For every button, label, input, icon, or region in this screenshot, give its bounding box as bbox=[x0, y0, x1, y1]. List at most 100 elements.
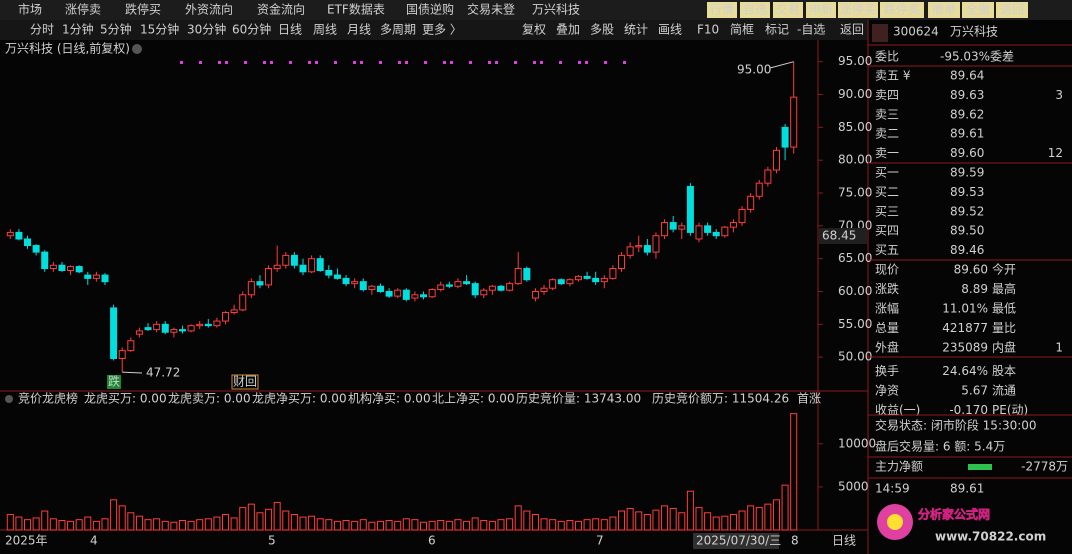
menu-button[interactable]: 交易 bbox=[776, 2, 800, 17]
period-tab[interactable]: 5分钟 bbox=[100, 22, 132, 37]
menu-item: 万兴科技 bbox=[532, 3, 580, 17]
tool-button[interactable]: 画线 bbox=[658, 23, 682, 37]
candle-body bbox=[402, 289, 410, 300]
menu-button[interactable]: 涨停买 bbox=[840, 2, 876, 17]
book-label: 卖三 bbox=[875, 107, 899, 121]
menu-button[interactable]: 行情 bbox=[710, 3, 734, 17]
time-label: 8 bbox=[791, 534, 799, 548]
time-label: 5 bbox=[268, 534, 276, 548]
period-tab[interactable]: 分时 bbox=[30, 23, 54, 37]
volume-bar bbox=[540, 518, 548, 531]
indicator-item: 龙虎净买万: 0.00 bbox=[252, 392, 347, 406]
signal-dot bbox=[559, 61, 562, 64]
volume-bar bbox=[75, 519, 83, 531]
volume-bar bbox=[178, 520, 186, 531]
tool-button[interactable]: 标记 bbox=[765, 23, 789, 37]
candle-body bbox=[273, 264, 281, 270]
candle-body bbox=[531, 291, 539, 299]
menu-item: 资金流向 bbox=[257, 2, 305, 17]
volume-bar bbox=[376, 520, 384, 531]
candle-body bbox=[92, 274, 100, 279]
tool-button[interactable]: 多股 bbox=[590, 23, 614, 37]
volume-bar bbox=[747, 505, 755, 531]
candle-body bbox=[161, 323, 169, 333]
tool-button[interactable]: 复权 bbox=[522, 23, 546, 37]
stat-value: -0.170 bbox=[949, 403, 988, 417]
candle-body bbox=[247, 281, 255, 296]
volume-bar bbox=[755, 507, 763, 531]
menu-button[interactable]: 申新 bbox=[809, 2, 833, 17]
volume-bar bbox=[290, 513, 298, 531]
candle-body bbox=[49, 264, 57, 270]
volume-bar bbox=[325, 519, 333, 531]
volume-bar bbox=[144, 519, 152, 531]
tool-button[interactable]: -自选 bbox=[797, 23, 825, 37]
candle-body bbox=[265, 268, 273, 286]
price-tick-label: 95.00 bbox=[838, 54, 872, 68]
volume-bar bbox=[592, 518, 600, 531]
period-tab[interactable]: 30分钟 bbox=[187, 22, 226, 37]
stat-label2: 股本 bbox=[992, 364, 1016, 378]
tool-button[interactable]: 返回 bbox=[840, 23, 864, 37]
tool-button[interactable]: 叠加 bbox=[556, 23, 580, 37]
period-tab[interactable]: 更多 〉 bbox=[422, 23, 462, 37]
candle-body bbox=[118, 350, 126, 359]
book-label: 卖四 bbox=[875, 88, 899, 102]
indicator-item: 龙虎卖万: 0.00 bbox=[168, 392, 251, 406]
volume-bar bbox=[187, 520, 195, 531]
volume-tick-label: 10000 bbox=[838, 436, 876, 450]
price-tick-label: 65.00 bbox=[838, 251, 872, 265]
period-tab[interactable]: 多周期 bbox=[380, 23, 416, 37]
volume-bar bbox=[153, 518, 161, 531]
volume-bar bbox=[359, 519, 367, 531]
high-label: 95.00 bbox=[737, 63, 771, 77]
volume-bar bbox=[394, 520, 402, 531]
period-tab[interactable]: 15分钟 bbox=[140, 22, 179, 37]
stat-label2: 量比 bbox=[992, 321, 1016, 335]
candle-body bbox=[635, 245, 643, 248]
low-pointer bbox=[122, 371, 143, 374]
stat-label: 总量 bbox=[875, 321, 899, 335]
period-tab[interactable]: 周线 bbox=[313, 23, 337, 37]
signal-dot bbox=[533, 61, 536, 64]
volume-bar bbox=[161, 520, 169, 531]
candle-body bbox=[256, 281, 264, 286]
candle-body bbox=[592, 277, 600, 283]
volume-bar bbox=[282, 510, 290, 531]
crosshair-date-box bbox=[693, 533, 779, 549]
period-tab[interactable]: 60分钟 bbox=[232, 22, 271, 37]
volume-bar bbox=[32, 517, 40, 531]
candle-body bbox=[609, 268, 617, 279]
menu-button[interactable]: 返回 bbox=[1000, 3, 1024, 17]
candle-body bbox=[729, 222, 737, 228]
stock-code: 300624 bbox=[893, 25, 939, 39]
menu-button[interactable]: 全撤 bbox=[966, 2, 990, 17]
menu-button[interactable]: 自选 bbox=[743, 3, 767, 17]
volume-bar bbox=[273, 501, 281, 531]
candle-body bbox=[213, 320, 221, 327]
candle-body bbox=[420, 294, 428, 298]
candle-body bbox=[790, 96, 798, 148]
menu-button[interactable]: 跌停卖 bbox=[884, 2, 920, 17]
period-tab[interactable]: 日线 bbox=[278, 23, 302, 37]
volume-bar bbox=[437, 520, 445, 531]
main-flow-bar bbox=[968, 464, 992, 470]
menu-button-bg bbox=[838, 2, 878, 18]
candle-body bbox=[523, 268, 531, 281]
period-tab[interactable]: 1分钟 bbox=[62, 22, 94, 37]
volume-bar bbox=[781, 484, 789, 531]
menu-button-bg bbox=[806, 2, 836, 18]
tool-button[interactable]: F10 bbox=[697, 23, 719, 37]
tool-button[interactable]: 统计 bbox=[624, 23, 648, 37]
menu-button[interactable]: 撤单 bbox=[932, 2, 956, 17]
main-flow-label: 主力净额 bbox=[875, 460, 923, 474]
badge-bg bbox=[231, 374, 259, 390]
volume-bar bbox=[222, 513, 230, 531]
signal-dot bbox=[488, 61, 491, 64]
period-tab[interactable]: 月线 bbox=[347, 23, 371, 37]
tool-button[interactable]: 简框 bbox=[730, 23, 754, 37]
stat-value: 8.89 bbox=[961, 282, 988, 296]
candle-body bbox=[574, 275, 582, 281]
crosshair-date: 2025/07/30/三 bbox=[696, 534, 781, 548]
period-label: 日线 bbox=[832, 534, 856, 548]
